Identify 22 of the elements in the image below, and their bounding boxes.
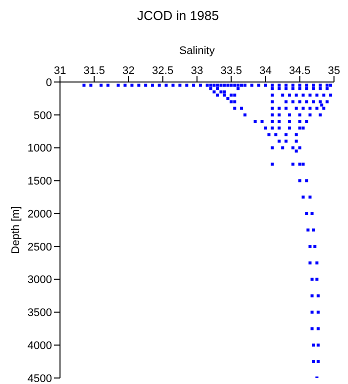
y-tick-label: 500 xyxy=(34,110,52,122)
y-tick-label: 2500 xyxy=(28,241,52,254)
x-tick-label: 34 xyxy=(259,65,272,77)
y-tick-label: 1000 xyxy=(28,142,52,155)
y-tick-label: 3000 xyxy=(28,274,52,286)
y-tick-label: 0 xyxy=(46,76,52,89)
x-tick-label: 31.5 xyxy=(84,65,105,77)
x-tick-label: 33.5 xyxy=(220,65,242,77)
x-tick-label: 34.5 xyxy=(289,65,310,77)
y-tick-label: 2000 xyxy=(28,208,52,220)
x-tick-label: 32.5 xyxy=(152,65,174,77)
x-axis-title: Salinity xyxy=(179,44,216,57)
y-tick-label: 1500 xyxy=(28,176,52,188)
x-tick-label: 31 xyxy=(54,65,66,77)
x-tick-label: 32 xyxy=(122,65,135,77)
x-tick-label: 35 xyxy=(328,65,340,77)
y-tick-label: 3500 xyxy=(28,307,52,320)
chart-title: JCOD in 1985 xyxy=(136,8,220,25)
x-tick-label: 33 xyxy=(190,65,204,77)
y-tick-label: 4500 xyxy=(28,372,52,384)
y-tick-label: 4000 xyxy=(28,340,52,352)
y-axis-title: Depth [m] xyxy=(10,206,22,254)
